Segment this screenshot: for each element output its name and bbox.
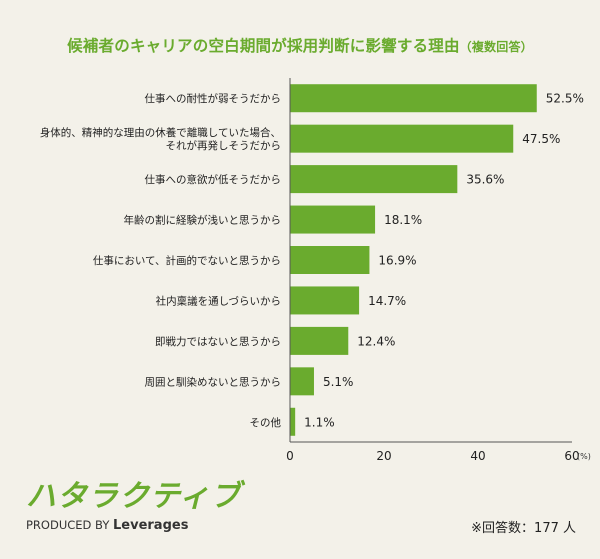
bar-5	[290, 286, 360, 315]
bar-0	[290, 84, 537, 113]
x-tick-labels: 0 20 40 60	[286, 449, 579, 463]
chart-title: 候補者のキャリアの空白期間が採用判断に影響する理由（複数回答）	[0, 34, 600, 56]
value-label-7: 5.1%	[323, 375, 354, 389]
x-tick-2: 40	[470, 449, 485, 463]
bar-2	[290, 165, 458, 194]
x-tick-0: 0	[286, 449, 294, 463]
bar-3	[290, 205, 376, 234]
category-label-7: 周囲と馴染めないと思うから	[145, 375, 282, 388]
category-label-6: 即戦力ではないと思うから	[155, 335, 281, 348]
category-label-5: 社内稟議を通しづらいから	[156, 294, 281, 307]
value-label-2: 35.6%	[466, 173, 504, 187]
bar-1	[290, 124, 514, 153]
logo-wordmark: ハタラクティブ	[26, 479, 242, 514]
value-label-8: 1.1%	[304, 415, 335, 429]
category-label-0: 仕事への耐性が弱そうだから	[145, 92, 282, 105]
value-label-5: 14.7%	[368, 294, 406, 308]
category-label-2: 仕事への意欲が低そうだから	[145, 173, 282, 186]
produced-by-label: PRODUCED BY	[26, 518, 110, 532]
value-label-6: 12.4%	[357, 334, 395, 348]
category-label-3: 年齢の割に経験が浅いと思うから	[124, 214, 282, 227]
brand-name: Leverages	[113, 518, 189, 533]
value-label-4: 16.9%	[378, 254, 416, 268]
category-label-1: 身体的、精神的な理由の休養で離職していた場合、それが再発しそうだから	[40, 126, 281, 152]
title-main: 候補者のキャリアの空白期間が採用判断に影響する理由	[67, 37, 460, 55]
x-axis-unit: (%)	[577, 452, 591, 461]
produced-by-line: PRODUCED BY Leverages	[26, 518, 241, 533]
sample-size-note: ※回答数：177 人	[471, 521, 576, 536]
bar-7	[290, 367, 314, 396]
bar-6	[290, 326, 349, 355]
value-label-0: 52.5%	[546, 92, 584, 106]
value-labels: 52.5% 47.5% 35.6% 18.1% 16.9% 14.7% 12.4% 5.1% 1…	[304, 92, 584, 430]
x-tick-3: 60	[564, 449, 579, 463]
x-tick-1: 20	[376, 449, 391, 463]
logo: ハタラクティブ PRODUCED BY Leverages	[26, 479, 242, 534]
value-label-3: 18.1%	[384, 213, 422, 227]
category-label-8: その他	[250, 416, 282, 429]
value-label-1: 47.5%	[522, 132, 560, 146]
category-labels: 仕事への耐性が弱そうだから身体的、精神的な理由の休養で離職していた場合、それが再…	[40, 92, 282, 429]
bars-layer	[290, 84, 537, 436]
bar-8	[290, 407, 296, 436]
bar-chart: 仕事への耐性が弱そうだから身体的、精神的な理由の休養で離職していた場合、それが再…	[40, 78, 591, 463]
bar-4	[290, 246, 370, 274]
title-note: （複数回答）	[459, 40, 533, 54]
category-label-4: 仕事において、計画的でないと思うから	[93, 254, 281, 267]
